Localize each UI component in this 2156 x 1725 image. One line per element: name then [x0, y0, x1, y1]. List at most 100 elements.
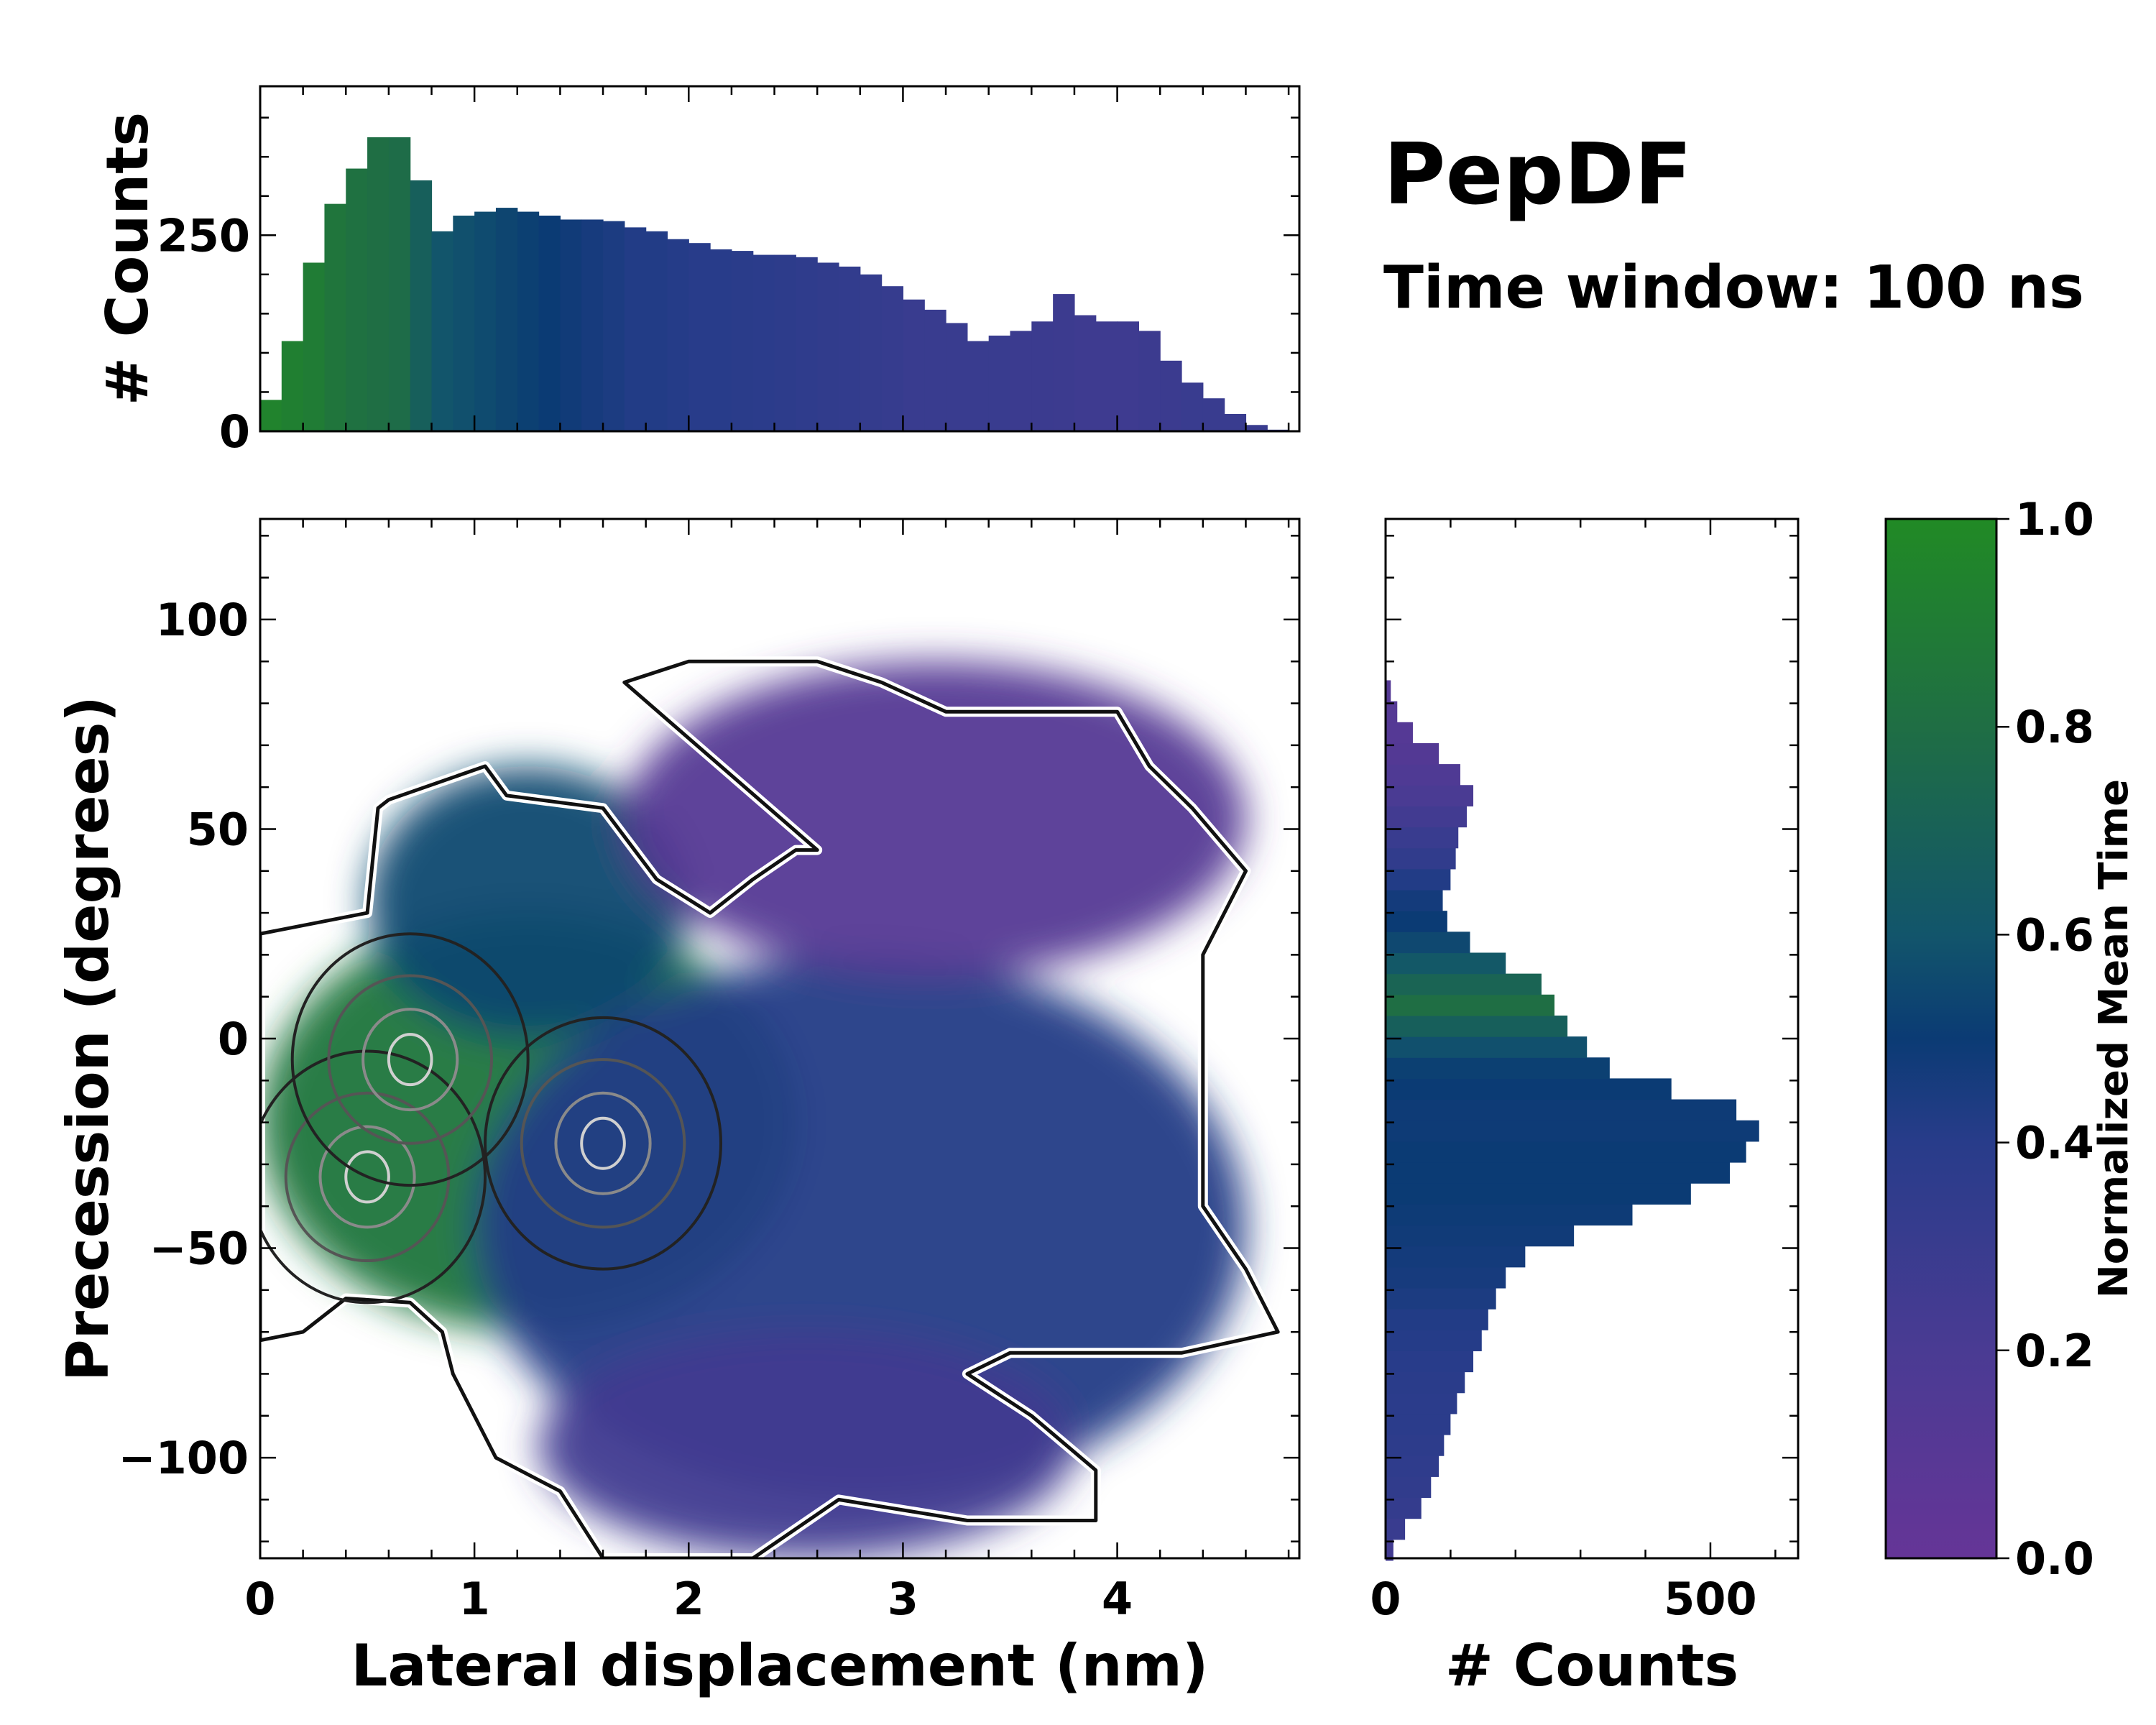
right-histogram-bar [1386, 806, 1467, 828]
top-histogram-ytick-label: 250 [157, 209, 250, 262]
colorbar-tick-label: 0.6 [2015, 908, 2094, 961]
top-histogram-bars [260, 137, 1289, 431]
top-histogram-bar [774, 254, 796, 431]
right-histogram-bar [1386, 994, 1555, 1016]
right-histogram-bar [1386, 1392, 1457, 1414]
right-histogram-xlabel: # Counts [1445, 1632, 1738, 1699]
top-histogram-bar [838, 266, 861, 431]
joint-heatmap-xtick-label: 3 [888, 1573, 918, 1625]
top-histogram-bar [645, 231, 668, 431]
joint-heatmap-ytick-label: 100 [156, 594, 249, 646]
top-histogram-bar [881, 286, 904, 431]
density-peak-contours [260, 932, 723, 1305]
top-histogram-bar [624, 227, 647, 431]
right-histogram-bar [1386, 932, 1470, 954]
top-histogram-ticks [259, 86, 1299, 433]
top-histogram-bar [731, 251, 754, 431]
top-histogram-bar [1138, 331, 1161, 431]
right-histogram-bar [1386, 1497, 1422, 1519]
colorbar-tick-label: 0.2 [2015, 1325, 2094, 1377]
right-histogram-bar [1386, 1476, 1432, 1499]
top-histogram-bar [367, 137, 390, 431]
density-contour-peak-0-level-3 [344, 1150, 390, 1204]
right-histogram-bar [1386, 722, 1413, 744]
right-histogram-bar [1386, 847, 1456, 870]
top-histogram-bar [1053, 294, 1075, 431]
right-histogram-xtick-label: 0 [1370, 1573, 1401, 1625]
right-histogram-x-tick-labels: 0 500 [1370, 1573, 1756, 1625]
right-histogram-bar [1386, 1434, 1445, 1456]
heatmap-region-purple-upper-lobe [624, 661, 1246, 976]
right-histogram-bar [1386, 1099, 1737, 1121]
right-histogram-bar [1386, 1413, 1451, 1435]
right-histogram-bar [1386, 1162, 1731, 1184]
right-histogram-bar [1386, 1518, 1406, 1540]
joint-heatmap-y-tick-labels: −100 −50 0 50 100 [119, 594, 249, 1484]
right-histogram-bar [1386, 1539, 1393, 1561]
top-histogram-ytick-label: 0 [219, 405, 250, 458]
top-histogram-bar [581, 219, 604, 431]
right-histogram-bar [1386, 1246, 1526, 1268]
top-histogram-bar [1074, 315, 1097, 431]
right-histogram-bar [1386, 1225, 1575, 1247]
top-histogram-bar [924, 309, 946, 431]
density-contour-peak-1-level-3 [387, 1033, 433, 1087]
top-histogram-bar [1031, 321, 1054, 431]
top-histogram-bar [1224, 414, 1247, 431]
top-histogram-bar [860, 274, 883, 431]
top-histogram-bar [453, 216, 475, 431]
joint-heatmap-ytick-label: 0 [218, 1013, 249, 1065]
density-contour-peak-1-level-0 [290, 932, 530, 1187]
top-histogram-bar [1202, 398, 1225, 431]
density-contour-peak-1-level-1 [327, 974, 493, 1145]
right-histogram-bar [1386, 868, 1451, 891]
joint-heatmap-ticks [259, 519, 1299, 1558]
top-histogram-bar [946, 323, 968, 431]
top-histogram-bar [603, 221, 625, 431]
colorbar-ticks [1996, 518, 2009, 1560]
right-histogram-bar [1386, 1351, 1474, 1373]
top-histogram-bar [752, 254, 775, 431]
right-histogram-bar [1386, 1141, 1746, 1163]
top-histogram-bar [303, 262, 326, 431]
density-contour-peak-2-level-3 [580, 1116, 626, 1170]
top-histogram-bar [1010, 331, 1032, 431]
density-contour-peak-1-level-2 [361, 1008, 459, 1112]
right-histogram-bar [1386, 785, 1474, 806]
right-histogram-panel: 0 500 # Counts [1370, 518, 1800, 1699]
chart-title: PepDF [1383, 124, 1692, 224]
right-histogram-bar [1386, 1204, 1633, 1226]
top-histogram-bar [517, 211, 540, 431]
right-histogram-bar [1386, 1287, 1496, 1310]
right-histogram-bar [1386, 1036, 1588, 1058]
top-histogram-bar [710, 249, 732, 431]
top-histogram-bar [903, 299, 925, 431]
top-histogram-bar [495, 208, 518, 431]
top-histogram-bar [324, 203, 346, 431]
heatmap-region-teal-upper-lobe [367, 766, 689, 1039]
top-histogram-bar [410, 180, 433, 431]
chart-subtitle: Time window: 100 ns [1383, 254, 2084, 322]
right-histogram-bar [1386, 1371, 1465, 1394]
top-histogram-bar [1095, 321, 1118, 431]
top-histogram-bar [281, 341, 304, 431]
top-histogram-frame [259, 85, 1301, 433]
right-histogram-bar [1386, 1309, 1488, 1330]
joint-heatmap-xtick-label: 1 [459, 1573, 490, 1625]
right-histogram-bar [1386, 1120, 1759, 1142]
right-histogram-bar [1386, 973, 1542, 995]
top-histogram-bar [260, 400, 282, 431]
colorbar: 0.0 0.2 0.4 0.6 0.8 1.0 Normalized Mean Time [1884, 493, 2137, 1585]
right-histogram-bar [1386, 764, 1460, 786]
heatmap-outline [260, 659, 1280, 1558]
top-histogram-bar [1117, 321, 1139, 431]
right-histogram-bars [1386, 680, 1759, 1561]
colorbar-label: Normalized Mean Time [2091, 779, 2137, 1298]
colorbar-tick-label: 0.0 [2015, 1532, 2094, 1585]
top-histogram-bar [1245, 425, 1268, 431]
density-contour-peak-0-level-2 [318, 1125, 416, 1229]
top-histogram-bar [346, 168, 368, 431]
top-histogram-bar [1181, 382, 1204, 431]
top-histogram-bar [1160, 360, 1182, 431]
